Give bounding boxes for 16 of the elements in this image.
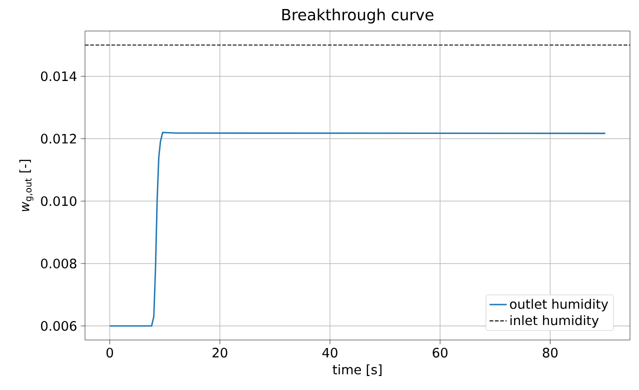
x-tick-label: 0 (106, 348, 114, 358)
x-axis-title: time [s] (332, 364, 382, 376)
y-tick-label: 0.014 (41, 71, 76, 82)
x-tick-label: 40 (322, 348, 338, 358)
x-tick-label: 80 (542, 348, 558, 358)
y-tick-label: 0.012 (41, 134, 76, 144)
y-tick-label: 0.008 (41, 258, 76, 268)
y-tick-label: 0.010 (41, 196, 76, 206)
x-tick-label: 60 (432, 348, 448, 358)
y-axis-title: w$_{g,out}$ [-] (19, 160, 34, 212)
legend-label: outlet humidity (510, 298, 608, 312)
x-tick-label: 20 (212, 348, 228, 358)
chart-title: Breakthrough curve (282, 8, 434, 24)
legend-label: inlet humidity (510, 315, 599, 328)
y-tick-label: 0.006 (41, 321, 76, 331)
line-series (109, 132, 606, 327)
